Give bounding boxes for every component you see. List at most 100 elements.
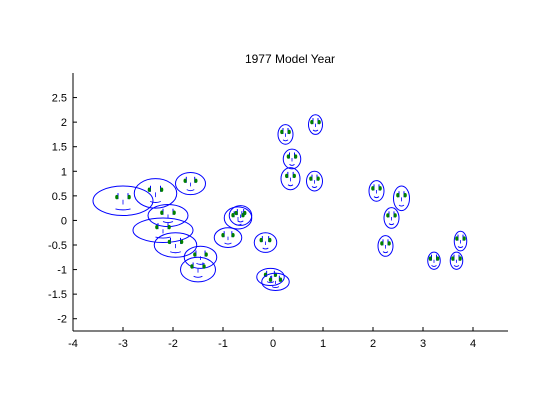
y-tick-label: 2.5 [52,93,67,105]
eye-mark [309,176,312,180]
eye-mark [184,179,187,183]
eye-mark [173,211,176,215]
eye-mark [160,188,163,192]
face-marker [378,236,393,257]
eye-mark [205,252,208,256]
face-marker [181,257,216,282]
mouth-mark [238,221,244,222]
face-marker [254,233,277,253]
y-tick-label: -1.5 [48,289,67,301]
eye-mark [221,233,224,237]
eye-mark [269,278,272,282]
eye-mark [317,176,320,180]
eye-mark [463,236,466,240]
face-marker [369,181,384,202]
face-marker [154,233,197,258]
axes: -4 -3 -2 -1 0 1 2 3 4 -2-1.5-1-0.500.511.522.5 [48,73,508,350]
mouth-mark [283,140,288,141]
mouth-mark [194,276,203,277]
face-marker [281,168,300,190]
y-tick-label: 1.5 [52,142,67,154]
eye-mark [203,264,206,268]
face-marker [307,171,323,191]
mouth-mark [116,209,131,210]
eye-mark [260,238,263,242]
face-marker [134,179,177,208]
face-markers [93,115,467,291]
mouth-mark [272,287,279,288]
x-tick-label: -1 [218,338,228,350]
mouth-mark [312,187,317,188]
eye-mark [193,252,196,256]
eye-mark [371,186,374,190]
eye-mark [429,256,432,260]
x-tick-label: 0 [270,338,276,350]
eye-mark [128,195,131,199]
eye-mark [280,130,283,134]
face-marker [384,208,399,229]
eye-mark [396,193,399,197]
eye-mark [404,193,407,197]
y-tick-label: -2 [57,314,67,326]
eye-mark [386,213,389,217]
face-marker [224,207,252,229]
x-tick-label: 3 [420,338,426,350]
eye-mark [279,278,282,282]
mouth-mark [290,164,295,165]
eye-mark [288,130,291,134]
face-marker [309,115,323,135]
mouth-mark [399,205,404,206]
eye-mark [287,154,290,158]
face-marker [283,149,301,169]
eye-mark [168,225,171,229]
eye-mark [268,238,271,242]
mouth-mark [432,265,437,266]
x-axis-ticks: -4 -3 -2 -1 0 1 2 3 4 [68,327,476,350]
x-tick-label: 1 [320,338,326,350]
mouth-mark [374,197,379,198]
eye-mark [388,241,391,245]
eye-mark [180,240,183,244]
eye-mark [231,213,234,217]
mouth-mark [389,224,394,225]
y-tick-label: 2 [61,117,67,129]
mouth-mark [263,248,269,249]
eye-mark [379,186,382,190]
mouth-mark [150,202,161,203]
mouth-mark [170,252,181,253]
y-tick-label: 1 [61,166,67,178]
y-tick-label: -1 [57,265,67,277]
face-marker [257,268,285,285]
mouth-mark [288,185,293,186]
x-tick-label: 4 [470,338,476,350]
eye-mark [168,240,171,244]
eye-mark [190,264,193,268]
eye-mark [243,211,246,215]
eye-mark [294,154,297,158]
eye-mark [459,256,462,260]
y-tick-label: 0 [61,215,67,227]
eye-mark [194,179,197,183]
eye-mark [394,213,397,217]
mouth-mark [454,265,459,266]
eye-mark [451,256,454,260]
face-marker [454,231,467,251]
eye-mark [115,195,118,199]
eye-mark [455,236,458,240]
eye-mark [293,174,296,178]
x-tick-label: -4 [68,338,78,350]
chart-title: 1977 Model Year [245,52,335,66]
mouth-mark [187,190,195,191]
eye-mark [148,188,151,192]
mouth-mark [313,130,318,131]
face-marker [278,125,293,145]
mouth-mark [225,243,232,244]
eye-mark [380,241,383,245]
eye-mark [285,174,288,178]
eye-mark [436,256,439,260]
eye-mark [231,233,234,237]
x-tick-label: -3 [118,338,128,350]
x-tick-label: -2 [168,338,178,350]
face-marker [450,252,463,269]
face-marker [93,186,153,215]
